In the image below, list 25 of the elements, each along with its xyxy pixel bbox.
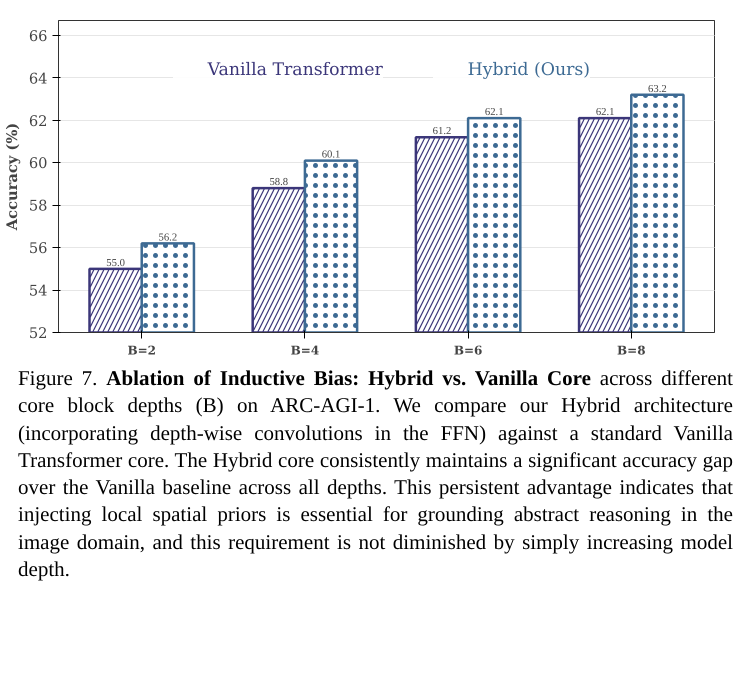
y-tick-label: 60 (28, 155, 48, 172)
caption: Figure 7. (18, 366, 98, 390)
data-label: 62.1 (596, 107, 614, 118)
x-tick-label: B=8 (617, 344, 646, 358)
data-label: 62.1 (484, 107, 504, 118)
y-tick-label: 64 (28, 70, 48, 88)
x-tick-label: B=6 (454, 344, 482, 358)
data-label: 60.1 (322, 150, 340, 161)
y-tick-label: 58 (28, 198, 48, 215)
text: Ablation of Inductive Bias: Hybrid vs. Vanilla Core (106, 366, 591, 390)
text: Hybrid (Ours) (468, 60, 590, 80)
data-label: 63.2 (648, 84, 667, 95)
data-label: 55.0 (106, 258, 125, 269)
data-label: 61.2 (432, 126, 452, 138)
y-tick-label: 62 (28, 112, 48, 130)
y-tick-label: 66 (28, 28, 48, 45)
y-tick-label: 54 (28, 282, 48, 300)
y-axis-title: Accuracy (%) (4, 122, 21, 232)
data-label: 58.8 (269, 177, 288, 188)
x-tick-label: B=2 (127, 344, 156, 358)
data-label: 56.2 (158, 232, 178, 244)
y-tick-label: 52 (28, 325, 48, 342)
x-tick-label: B=4 (290, 344, 320, 358)
text: Vanilla Transformer (208, 60, 383, 80)
y-tick-label: 56 (28, 240, 48, 258)
